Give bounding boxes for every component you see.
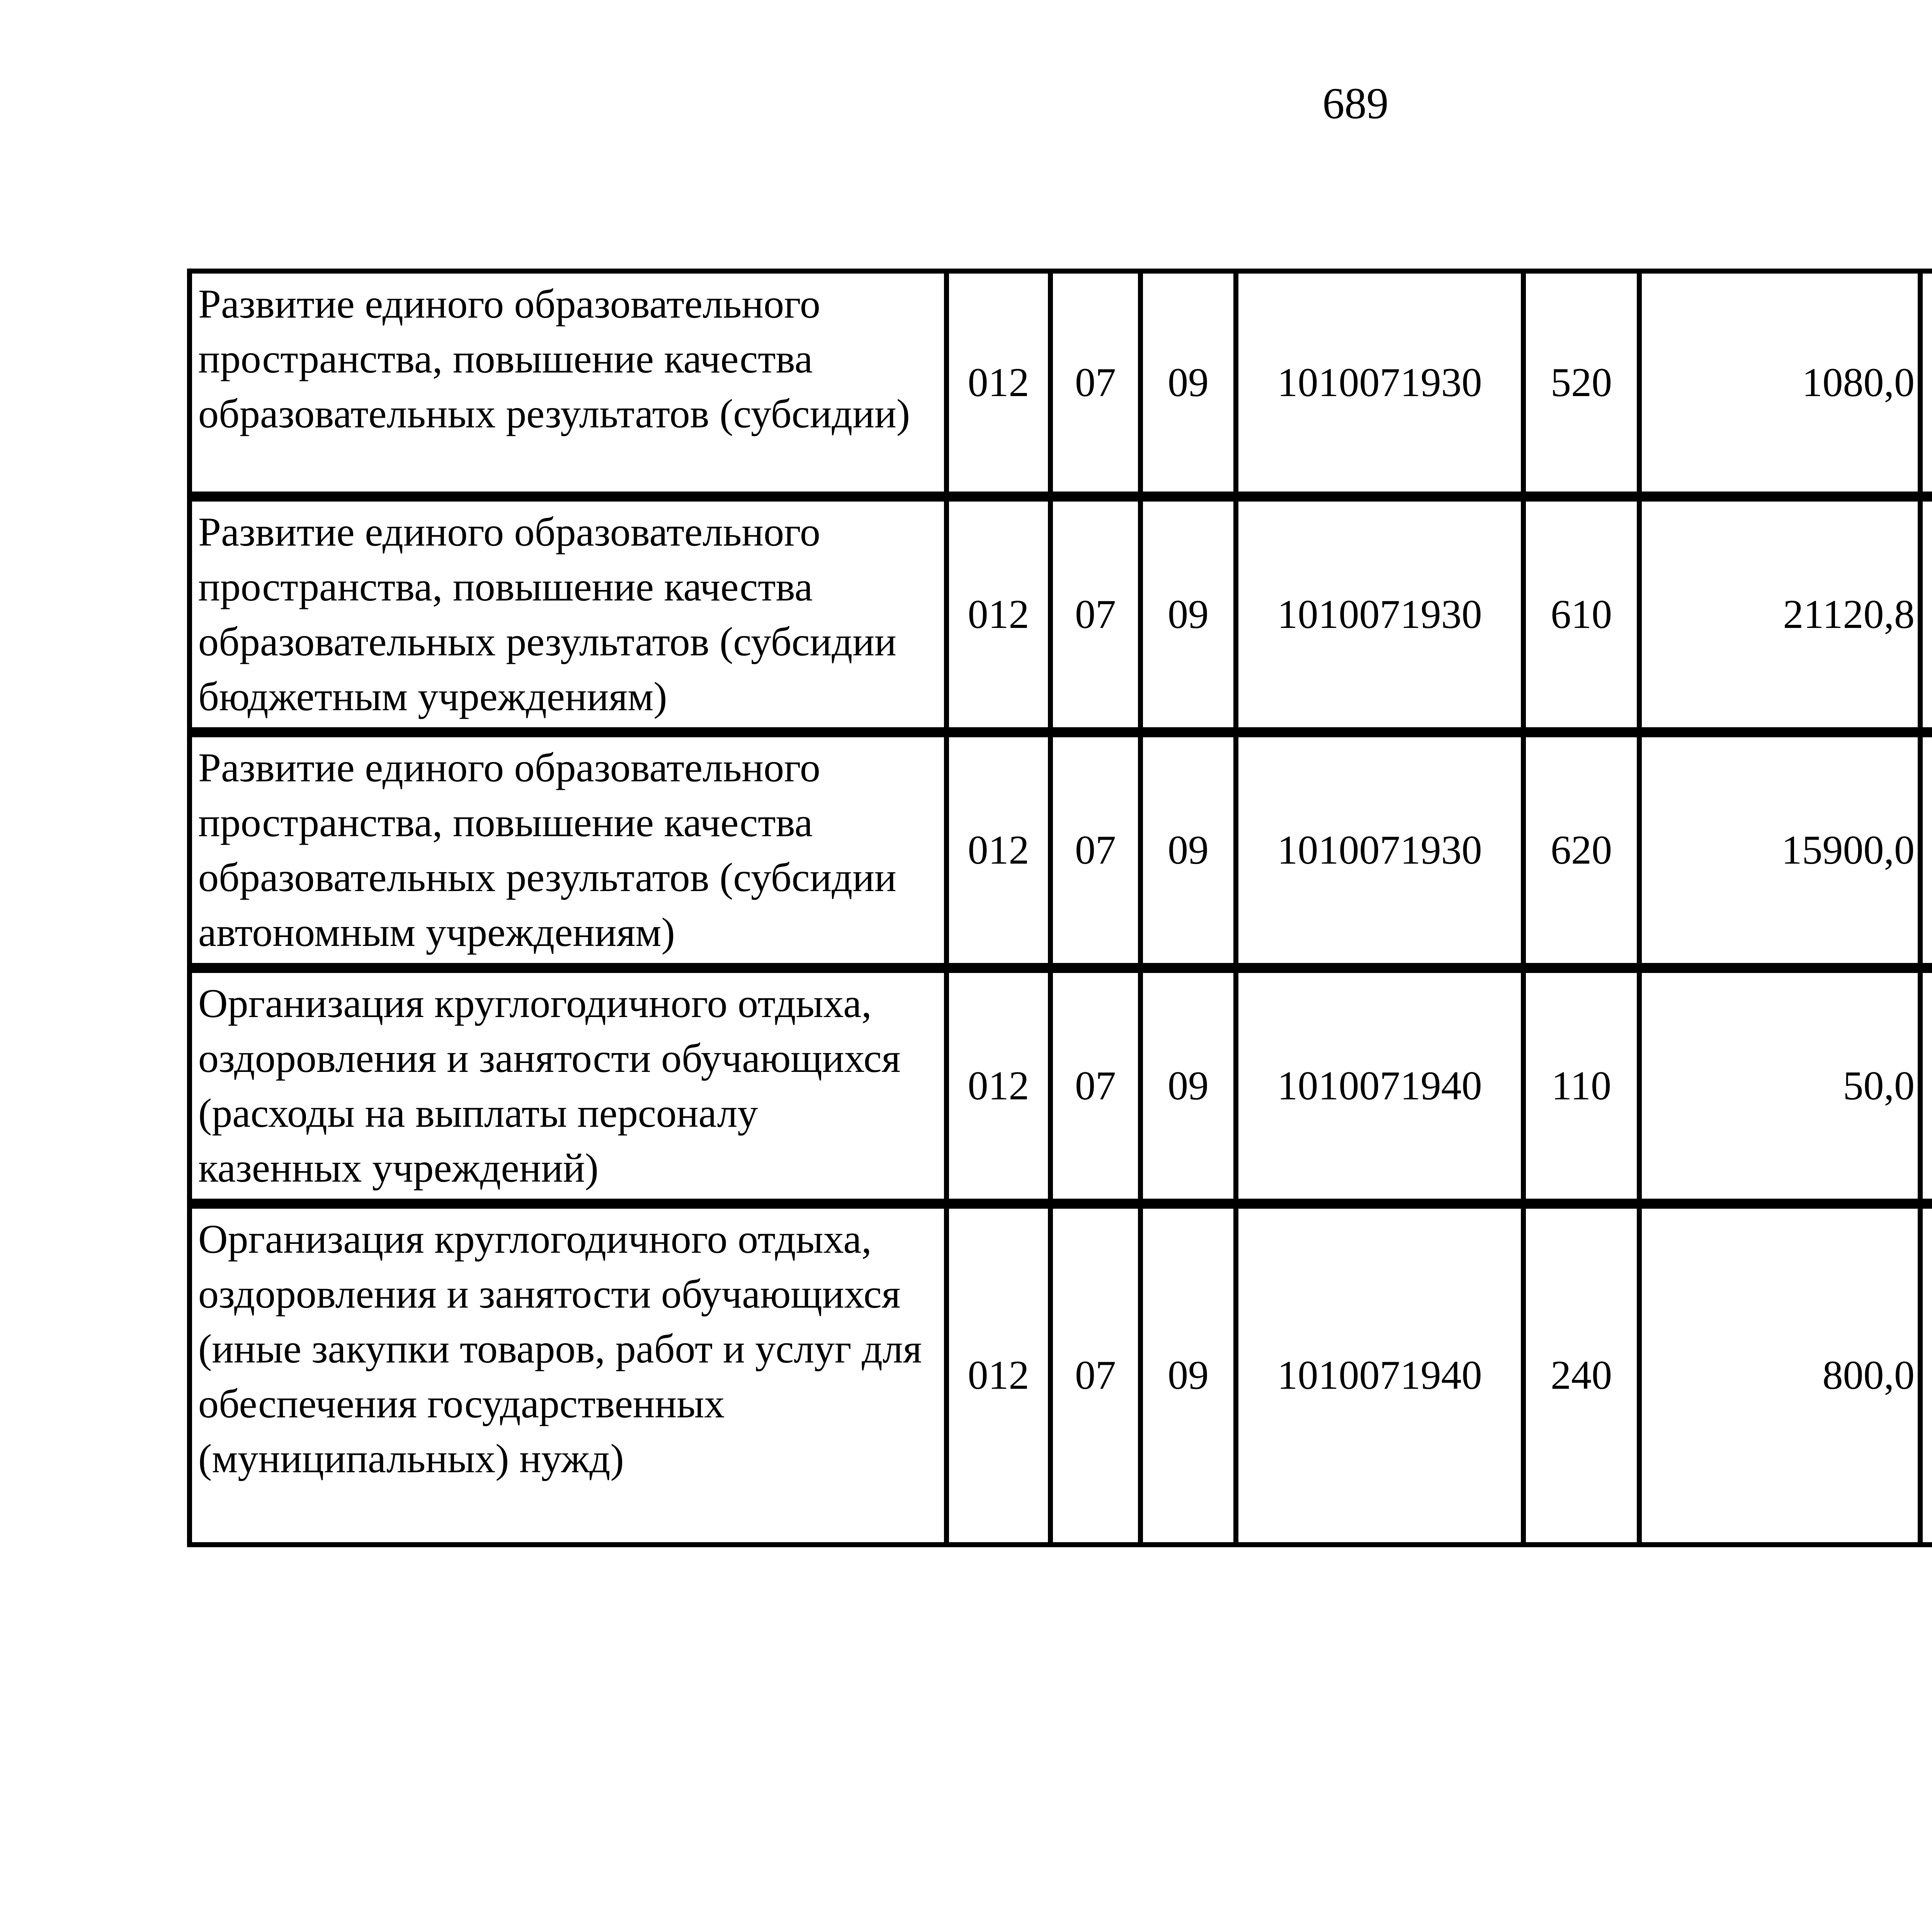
cell-code-expense-type: 610 xyxy=(1521,491,1642,735)
page-number: 689 xyxy=(1322,79,1389,128)
cell-code-expense-type: 240 xyxy=(1521,1198,1642,1547)
cell-amount-1: 1080,0 xyxy=(1637,269,1923,499)
cell-description: Организация круглогодичного отдыха, оздо… xyxy=(187,1198,949,1547)
cell-code-expense-type: 620 xyxy=(1521,727,1642,970)
cell-code-subsection: 09 xyxy=(1138,269,1238,499)
cell-amount-2: 1180,0 xyxy=(1918,269,1932,499)
cell-amount-2: 50,0 xyxy=(1918,963,1932,1206)
cell-code-target-article: 1010071940 xyxy=(1233,1198,1526,1547)
cell-code-grbs: 012 xyxy=(944,491,1053,735)
table-row: Организация круглогодичного отдыха, оздо… xyxy=(187,963,1932,1206)
cell-description: Развитие единого образовательного простр… xyxy=(187,269,949,499)
cell-code-subsection: 09 xyxy=(1138,491,1238,735)
table-row: Организация круглогодичного отдыха, оздо… xyxy=(187,1198,1932,1547)
cell-code-target-article: 1010071930 xyxy=(1233,727,1526,970)
cell-description: Организация круглогодичного отдыха, оздо… xyxy=(187,963,949,1206)
cell-code-subsection: 09 xyxy=(1138,727,1238,970)
table-row: Развитие единого образовательного простр… xyxy=(187,269,1932,499)
cell-code-subsection: 09 xyxy=(1138,963,1238,1206)
cell-amount-2: 800,0 xyxy=(1918,1198,1932,1547)
cell-code-section: 07 xyxy=(1048,491,1143,735)
cell-code-grbs: 012 xyxy=(944,963,1053,1206)
cell-code-expense-type: 520 xyxy=(1521,269,1642,499)
budget-table: Развитие единого образовательного простр… xyxy=(187,269,1932,1547)
cell-code-grbs: 012 xyxy=(944,1198,1053,1547)
table-row: Развитие единого образовательного простр… xyxy=(187,727,1932,970)
cell-amount-2: 9900,0 xyxy=(1918,727,1932,970)
cell-code-expense-type: 110 xyxy=(1521,963,1642,1206)
cell-code-target-article: 1010071940 xyxy=(1233,963,1526,1206)
cell-amount-1: 50,0 xyxy=(1637,963,1923,1206)
cell-code-section: 07 xyxy=(1048,727,1143,970)
cell-code-section: 07 xyxy=(1048,1198,1143,1547)
cell-description: Развитие единого образовательного простр… xyxy=(187,491,949,735)
cell-amount-1: 21120,8 xyxy=(1637,491,1923,735)
cell-code-grbs: 012 xyxy=(944,269,1053,499)
cell-code-target-article: 1010071930 xyxy=(1233,491,1526,735)
cell-code-section: 07 xyxy=(1048,269,1143,499)
cell-description: Развитие единого образовательного простр… xyxy=(187,727,949,970)
cell-amount-1: 800,0 xyxy=(1637,1198,1923,1547)
cell-code-subsection: 09 xyxy=(1138,1198,1238,1547)
cell-code-section: 07 xyxy=(1048,963,1143,1206)
cell-amount-2: 16520,8 xyxy=(1918,491,1932,735)
cell-code-grbs: 012 xyxy=(944,727,1053,970)
cell-amount-1: 15900,0 xyxy=(1637,727,1923,970)
table-row: Развитие единого образовательного простр… xyxy=(187,491,1932,735)
cell-code-target-article: 1010071930 xyxy=(1233,269,1526,499)
